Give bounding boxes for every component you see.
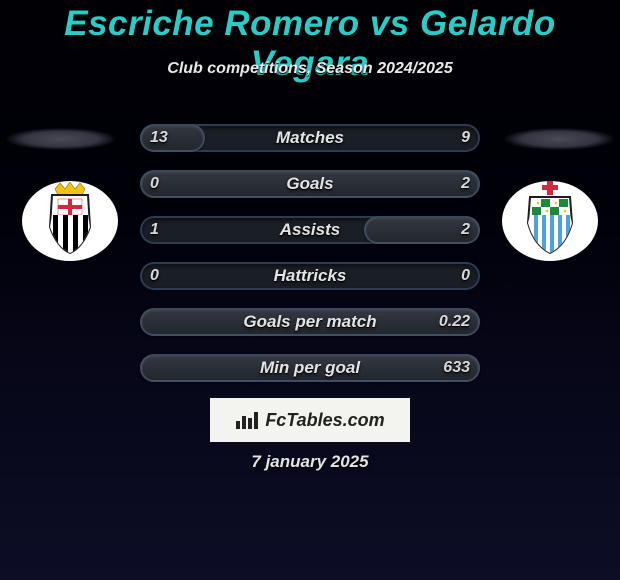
player-shadow-right: [504, 128, 614, 150]
player-shadow-left: [6, 128, 116, 150]
date-stamp: 7 january 2025: [0, 452, 620, 472]
bar-fill-right: [140, 308, 480, 336]
page-subtitle: Club competitions, Season 2024/2025: [0, 60, 620, 78]
bar-assists: 1 2 Assists: [140, 216, 480, 244]
comparison-infographic: Escriche Romero vs Gelardo Vegara Club c…: [0, 0, 620, 580]
bar-min-per-goal: 633 Min per goal: [140, 354, 480, 382]
bar-fill-left: [140, 124, 205, 152]
club-crest-left: [20, 179, 120, 263]
bar-fill-right: [140, 170, 480, 198]
bar-goals: 0 2 Goals: [140, 170, 480, 198]
bar-goals-per-match: 0.22 Goals per match: [140, 308, 480, 336]
bar-fill-right: [364, 216, 480, 244]
bar-hattricks: 0 0 Hattricks: [140, 262, 480, 290]
brand-badge: FcTables.com: [210, 398, 410, 442]
comparison-bars: 13 9 Matches 0 2 Goals 1 2 Assists 0 0: [140, 124, 480, 400]
bar-matches: 13 9 Matches: [140, 124, 480, 152]
club-crest-right: [500, 179, 600, 263]
bar-fill-right: [140, 354, 480, 382]
bar-track: [140, 262, 480, 290]
bars-icon: [235, 410, 259, 430]
brand-text: FcTables.com: [265, 410, 384, 431]
